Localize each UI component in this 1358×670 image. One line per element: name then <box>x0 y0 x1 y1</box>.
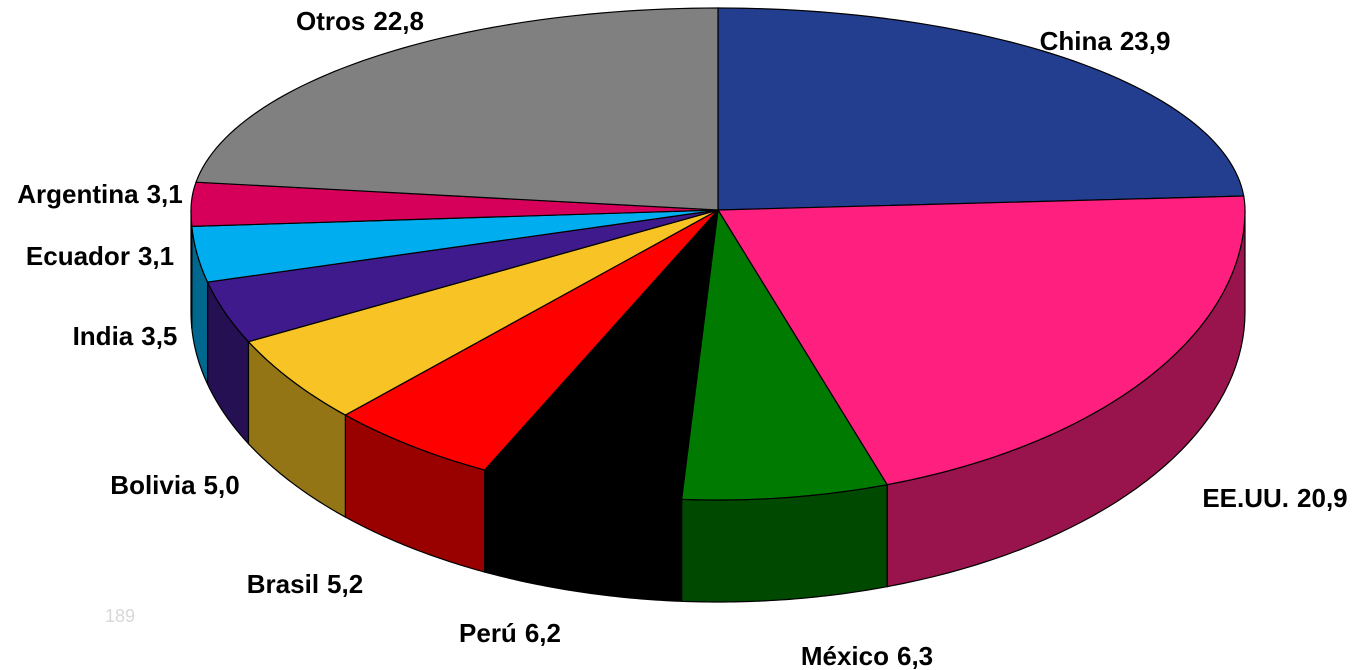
category-label: EE.UU. <box>1202 483 1289 513</box>
slice-label: Ecuador 3,1 <box>26 241 174 271</box>
slice-label: Otros 22,8 <box>296 6 424 36</box>
watermark: 189 <box>105 606 135 626</box>
value-label: 3,1 <box>147 179 183 209</box>
category-label: Bolivia <box>110 470 196 500</box>
slice-label: México 6,3 <box>801 641 933 670</box>
slice-label: Argentina 3,1 <box>17 179 183 209</box>
value-label: 22,8 <box>373 6 424 36</box>
value-label: 5,0 <box>204 470 240 500</box>
slice <box>483 208 719 500</box>
slice <box>190 181 719 228</box>
category-label: Ecuador <box>26 241 130 271</box>
slice <box>206 209 719 343</box>
slice-label: EE.UU. 20,9 <box>1202 483 1347 513</box>
slice <box>717 7 1245 211</box>
slice <box>195 7 719 211</box>
slice <box>191 209 719 283</box>
value-label: 23,9 <box>1120 26 1171 56</box>
pie-sides <box>190 209 1246 603</box>
category-label: China <box>1040 26 1113 56</box>
slice <box>247 209 719 416</box>
slice-label: Perú 6,2 <box>459 618 561 648</box>
category-label: India <box>73 321 134 351</box>
slice-label: India 3,5 <box>73 321 178 351</box>
value-label: 3,1 <box>138 241 174 271</box>
value-label: 20,9 <box>1297 483 1348 513</box>
value-label: 5,2 <box>327 569 363 599</box>
category-label: Argentina <box>17 179 139 209</box>
value-label: 6,2 <box>525 618 561 648</box>
pie-tops <box>190 7 1246 501</box>
slice <box>344 209 719 471</box>
slice <box>680 208 889 501</box>
category-label: México <box>801 641 889 670</box>
value-label: 3,5 <box>141 321 177 351</box>
slice <box>716 195 1246 486</box>
slice-side <box>681 483 888 603</box>
slice-label: Bolivia 5,0 <box>110 470 239 500</box>
category-label: Brasil <box>247 569 319 599</box>
category-label: Perú <box>459 618 517 648</box>
slice-label: China 23,9 <box>1040 26 1171 56</box>
category-label: Otros <box>296 6 365 36</box>
value-label: 6,3 <box>897 641 933 670</box>
slice-label: Brasil 5,2 <box>247 569 363 599</box>
labels: China 23,9 EE.UU. 20,9 México 6,3 Perú 6,2 Brasi… <box>17 6 1347 670</box>
